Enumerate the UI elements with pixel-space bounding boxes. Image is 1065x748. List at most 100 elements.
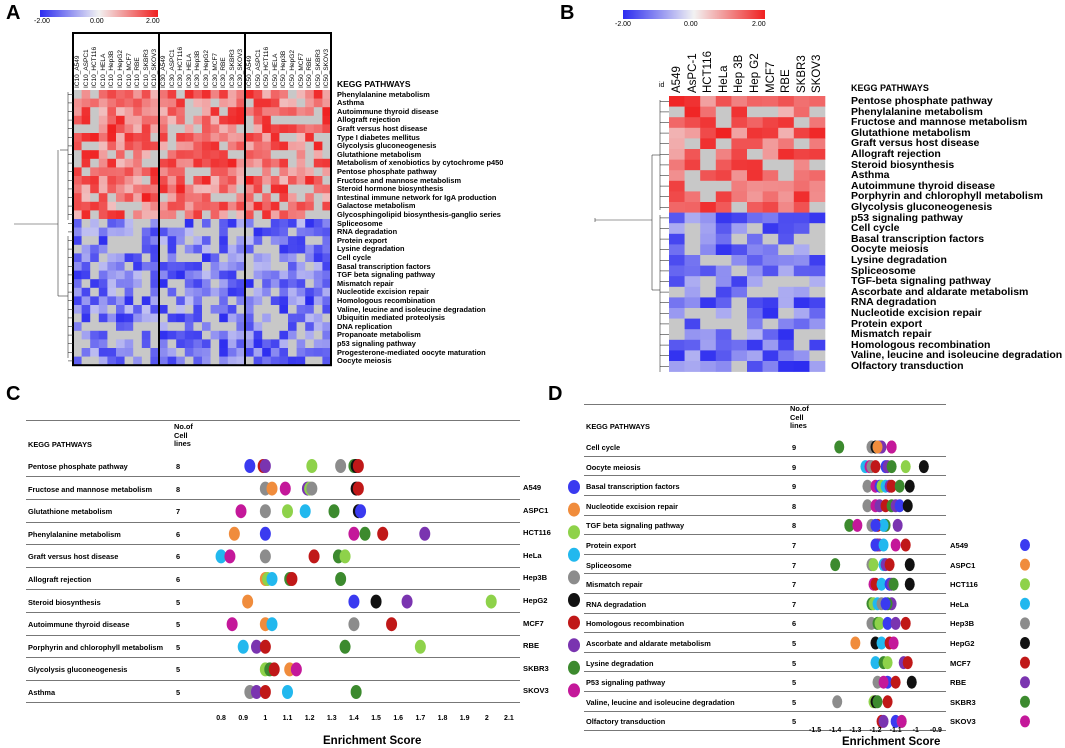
heatmap-a-cell <box>81 201 91 211</box>
heatmap-a-cell <box>288 201 297 211</box>
legend-swatch <box>1020 558 1030 571</box>
heatmap-a-cell <box>176 270 186 280</box>
heatmap-a-row-label: Metabolism of xenobiotics by cytochrome … <box>337 158 504 168</box>
heatmap-a-cell <box>270 90 280 99</box>
heatmap-a-cell <box>296 270 306 280</box>
heatmap-a-cell <box>270 236 280 246</box>
heatmap-a-cell <box>73 330 82 340</box>
heatmap-a-cell <box>219 107 229 117</box>
heatmap-a-cell <box>270 305 280 314</box>
heatmap-a-cell <box>202 141 211 151</box>
heatmap-a-cell <box>73 227 82 237</box>
dot-rbe <box>401 594 413 609</box>
dot-mcf7 <box>286 572 298 586</box>
dot-plot-x-tick: -1.5 <box>809 727 822 734</box>
heatmap-b-cell <box>778 329 795 341</box>
dot-a549 <box>882 616 893 630</box>
dot-plot-pathway-label: Asthma <box>28 688 56 697</box>
heatmap-a-cell <box>141 287 151 297</box>
heatmap-a-cell <box>184 287 194 297</box>
heatmap-b-cell <box>684 223 701 235</box>
heatmap-a-cell <box>81 219 91 228</box>
heatmap-a-cell <box>313 227 323 237</box>
heatmap-b <box>594 96 826 372</box>
heatmap-b-cell <box>778 180 795 192</box>
legend-label: HeLa <box>950 599 969 609</box>
heatmap-a-cell <box>81 115 91 125</box>
heatmap-a-row-label: Glutathione metabolism <box>337 149 422 159</box>
heatmap-b-cell <box>778 202 795 213</box>
heatmap-b-cell <box>809 212 826 224</box>
heatmap-a-cell <box>116 287 125 297</box>
heatmap-a-cell <box>193 287 203 297</box>
heatmap-a-cell <box>270 150 280 160</box>
heatmap-a-cell <box>253 193 263 203</box>
dot-plot-count: 7 <box>792 580 797 590</box>
heatmap-a-cell <box>253 236 263 246</box>
heatmap-a-cell <box>73 184 82 194</box>
heatmap-b-cell <box>700 191 717 203</box>
dot-plot-x-tick: 1.6 <box>393 715 404 722</box>
heatmap-a-cell <box>288 193 297 203</box>
heatmap-b-cell <box>793 170 810 182</box>
heatmap-a-cell <box>210 141 220 151</box>
heatmap-b-cell <box>715 96 732 107</box>
heatmap-a-cell <box>150 322 160 332</box>
heatmap-b-cell <box>684 149 701 160</box>
heatmap-a-cell <box>219 313 229 323</box>
heatmap-a-cell <box>159 287 168 297</box>
heatmap-a-cell <box>184 244 194 254</box>
heatmap-a-cell <box>245 115 254 125</box>
heatmap-a-cell <box>193 133 203 142</box>
heatmap-a-cell <box>81 227 91 237</box>
heatmap-a-cell <box>236 330 246 340</box>
heatmap-a-cell <box>107 279 117 289</box>
heatmap-a-cell <box>245 313 254 323</box>
heatmap-a-cell <box>279 210 289 220</box>
heatmap-a-cell <box>141 107 151 117</box>
heatmap-b-cell <box>778 318 795 330</box>
heatmap-a-cell <box>81 253 91 263</box>
heatmap-a-cell <box>227 176 237 185</box>
dot-plot-row-rule <box>584 514 946 516</box>
heatmap-a-cell <box>81 296 91 306</box>
dot-skov3 <box>886 440 897 454</box>
heatmap-a-cell <box>202 124 211 134</box>
dot-plot-pathway-label: Valine, leucine and isoleucine degradati… <box>586 697 735 707</box>
dot-rbe <box>251 639 262 654</box>
heatmap-a-cell <box>279 356 289 366</box>
heatmap-a-cell <box>253 287 263 297</box>
heatmap-a-cell <box>210 262 220 271</box>
legend-swatch <box>568 480 580 494</box>
heatmap-b-cell <box>747 265 763 277</box>
heatmap-a-cell <box>245 236 254 246</box>
heatmap-a-cell <box>305 339 315 349</box>
heatmap-b-cell <box>793 117 810 129</box>
legend-label: MCF7 <box>950 658 971 668</box>
heatmap-a-cell <box>279 348 289 357</box>
heatmap-a-cell <box>107 313 117 323</box>
heatmap-b-row-label: Olfactory transduction <box>851 360 964 372</box>
heatmap-a-cell <box>219 287 229 297</box>
heatmap-a-cell <box>210 227 220 237</box>
heatmap-b-cell <box>762 233 779 245</box>
heatmap-a-cell <box>253 322 263 332</box>
heatmap-a-cell <box>124 150 134 160</box>
dot-plot-x-axis-title: Enrichment Score <box>323 735 422 747</box>
heatmap-a-cell <box>98 287 108 297</box>
heatmap-a-cell <box>107 244 117 254</box>
heatmap-a-cell <box>210 150 220 160</box>
dot-hep3b <box>259 549 271 564</box>
dot-plot-row-rule <box>584 455 946 457</box>
heatmap-a-cell <box>288 176 297 185</box>
heatmap-a-cell <box>90 219 100 228</box>
heatmap-a-cell <box>322 330 332 340</box>
heatmap-a-cell <box>202 167 211 177</box>
heatmap-a-cell <box>90 305 100 314</box>
heatmap-a-cell <box>159 236 168 246</box>
heatmap-a-cell <box>107 115 117 125</box>
heatmap-a-cell <box>219 356 229 366</box>
heatmap-a-cell <box>184 236 194 246</box>
heatmap-a-cell <box>133 227 143 237</box>
heatmap-b-cell <box>793 286 810 298</box>
